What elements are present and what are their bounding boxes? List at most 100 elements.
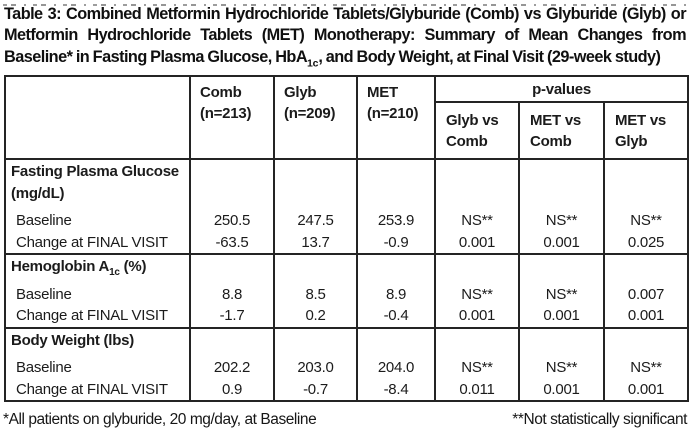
empty-cell bbox=[434, 253, 520, 284]
pvalue-col-line1: Glyb vs bbox=[446, 111, 499, 129]
value-cell: 0.2 bbox=[273, 305, 358, 328]
footnotes: *All patients on glyburide, 20 mg/day, a… bbox=[3, 411, 687, 429]
row-label: Change at FINAL VISIT bbox=[4, 231, 191, 255]
empty-cell bbox=[189, 158, 275, 211]
value-cell: -8.4 bbox=[356, 378, 436, 402]
footnote-not-significant: **Not statistically significant bbox=[512, 411, 687, 429]
pvalue-col-header-met-vs-glyb: MET vs Glyb bbox=[602, 102, 690, 161]
table-title-text: Table 3: Combined Metformin Hydrochlorid… bbox=[4, 5, 687, 66]
pvalue-col-line2: Comb bbox=[446, 132, 488, 150]
table-row-hba1c-baseline: Baseline 8.8 8.5 8.9 NS** NS** 0.007 bbox=[4, 283, 690, 306]
empty-cell bbox=[189, 326, 275, 358]
section-header-row-fpg: Fasting Plasma Glucose (mg/dL) bbox=[4, 158, 690, 211]
table-row-fpg-change: Change at FINAL VISIT -63.5 13.7 -0.9 0.… bbox=[4, 231, 690, 255]
table-title: Table 3: Combined Metformin Hydrochlorid… bbox=[4, 4, 687, 70]
value-cell: -63.5 bbox=[189, 231, 275, 255]
col-header-met: MET (n=210) bbox=[356, 76, 436, 161]
section-header-row-body-weight: Body Weight (lbs) bbox=[4, 326, 690, 358]
empty-cell bbox=[356, 253, 436, 284]
value-cell: 13.7 bbox=[273, 231, 358, 255]
value-cell: 0.001 bbox=[434, 305, 520, 328]
value-cell: NS** bbox=[602, 357, 690, 379]
value-cell: 0.001 bbox=[434, 231, 520, 255]
pvalue-col-line2: Glyb bbox=[615, 132, 648, 150]
value-cell: 8.9 bbox=[356, 283, 436, 306]
cropped-text-top-edge bbox=[3, 4, 687, 6]
col-header-glyb-name: Glyb bbox=[284, 84, 317, 102]
empty-cell bbox=[356, 326, 436, 358]
value-cell: 0.007 bbox=[602, 283, 690, 306]
empty-cell bbox=[434, 158, 520, 211]
value-cell: NS** bbox=[518, 283, 605, 306]
value-cell: 0.001 bbox=[602, 305, 690, 328]
col-header-met-n: (n=210) bbox=[367, 105, 419, 123]
empty-cell bbox=[356, 158, 436, 211]
section-label-text-end: (%) bbox=[119, 258, 147, 276]
pvalue-col-header-glyb-vs-comb: Glyb vs Comb bbox=[434, 102, 520, 161]
empty-cell bbox=[518, 253, 605, 284]
value-cell: 202.2 bbox=[189, 357, 275, 379]
value-cell: 0.001 bbox=[518, 378, 605, 402]
value-cell: 0.001 bbox=[518, 305, 605, 328]
pvalue-col-header-met-vs-comb: MET vs Comb bbox=[518, 102, 605, 161]
table-title-subscript: 1c bbox=[307, 57, 319, 70]
row-label: Change at FINAL VISIT bbox=[4, 305, 191, 328]
empty-cell bbox=[602, 253, 690, 284]
value-cell: 203.0 bbox=[273, 357, 358, 379]
col-header-glyb: Glyb (n=209) bbox=[273, 76, 358, 161]
value-cell: NS** bbox=[434, 357, 520, 379]
value-cell: 0.001 bbox=[518, 231, 605, 255]
empty-cell bbox=[518, 158, 605, 211]
value-cell: 253.9 bbox=[356, 210, 436, 232]
value-cell: NS** bbox=[518, 210, 605, 232]
value-cell: 0.025 bbox=[602, 231, 690, 255]
table-header: Comb (n=213) Glyb (n=209) MET (n=210) p-… bbox=[4, 76, 690, 161]
table-row-bodyweight-change: Change at FINAL VISIT 0.9 -0.7 -8.4 0.01… bbox=[4, 378, 690, 402]
value-cell: -0.9 bbox=[356, 231, 436, 255]
empty-cell bbox=[602, 158, 690, 211]
value-cell: 204.0 bbox=[356, 357, 436, 379]
empty-cell bbox=[273, 158, 358, 211]
header-row-groups: Comb (n=213) Glyb (n=209) MET (n=210) p-… bbox=[4, 76, 690, 161]
empty-cell bbox=[434, 326, 520, 358]
value-cell: -0.7 bbox=[273, 378, 358, 402]
value-cell: NS** bbox=[602, 210, 690, 232]
corner-cell bbox=[4, 76, 191, 161]
section-label-body-weight: Body Weight (lbs) bbox=[4, 326, 191, 358]
table-body: Fasting Plasma Glucose (mg/dL) Baseline … bbox=[4, 158, 690, 402]
footnote-baseline-glyburide: *All patients on glyburide, 20 mg/day, a… bbox=[3, 411, 317, 429]
header-row-pvalue-cols: Glyb vs Comb MET vs Comb MET vs Glyb bbox=[5, 102, 690, 161]
pvalues-group-header: p-values bbox=[433, 76, 690, 104]
table-row-fpg-baseline: Baseline 250.5 247.5 253.9 NS** NS** NS*… bbox=[4, 210, 690, 232]
section-label-text: Fasting Plasma Glucose (mg/dL) bbox=[11, 163, 179, 202]
value-cell: 247.5 bbox=[273, 210, 358, 232]
value-cell: NS** bbox=[434, 283, 520, 306]
pvalue-col-line2: Comb bbox=[530, 132, 572, 150]
table-title-text-end: , and Body Weight, at Final Visit (29-we… bbox=[318, 47, 661, 66]
row-label: Baseline bbox=[4, 357, 191, 379]
empty-cell bbox=[273, 326, 358, 358]
section-label-text: Body Weight (lbs) bbox=[11, 331, 134, 349]
empty-cell bbox=[602, 326, 690, 358]
row-label: Baseline bbox=[4, 210, 191, 232]
value-cell: NS** bbox=[518, 357, 605, 379]
value-cell: NS** bbox=[434, 210, 520, 232]
value-cell: 0.001 bbox=[602, 378, 690, 402]
summary-table: Comb (n=213) Glyb (n=209) MET (n=210) p-… bbox=[4, 75, 690, 403]
empty-cell bbox=[273, 253, 358, 284]
value-cell: 0.011 bbox=[434, 378, 520, 402]
col-header-comb-n: (n=213) bbox=[200, 105, 252, 123]
pvalue-col-line1: MET vs bbox=[530, 111, 582, 129]
empty-cell bbox=[189, 253, 275, 284]
col-header-comb-name: Comb bbox=[200, 84, 242, 102]
value-cell: -0.4 bbox=[356, 305, 436, 328]
row-label: Baseline bbox=[4, 283, 191, 306]
value-cell: 8.8 bbox=[189, 283, 275, 306]
table-row-hba1c-change: Change at FINAL VISIT -1.7 0.2 -0.4 0.00… bbox=[4, 305, 690, 328]
value-cell: 250.5 bbox=[189, 210, 275, 232]
value-cell: 0.9 bbox=[189, 378, 275, 402]
value-cell: -1.7 bbox=[189, 305, 275, 328]
empty-cell bbox=[518, 326, 605, 358]
section-label-hemoglobin-a1c: Hemoglobin A1c (%) bbox=[4, 253, 191, 284]
section-label-subscript: 1c bbox=[109, 267, 120, 279]
